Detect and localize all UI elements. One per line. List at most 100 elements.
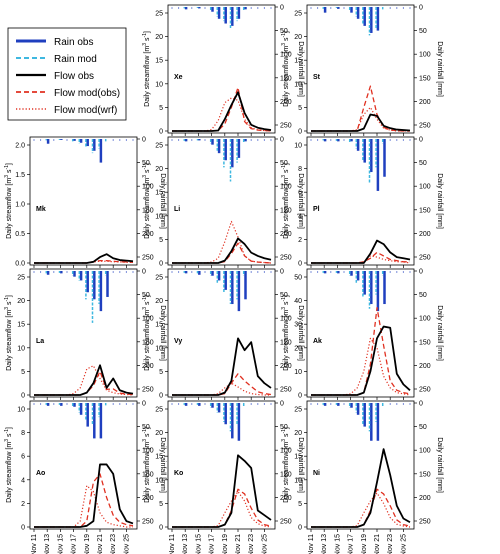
series-flow-obs (311, 325, 411, 396)
rain-zero-marker (310, 139, 312, 141)
flow-axis-label-part: s (6, 301, 13, 307)
flow-tick-label: 20 (294, 345, 302, 352)
flow-tick-label: 20 (294, 430, 302, 437)
flow-tick-label: 15 (17, 322, 25, 329)
station-label: Ak (313, 338, 322, 345)
rain-tick-label: 200 (142, 363, 154, 370)
x-tick-label: Nov 21 (97, 534, 104, 554)
flow-axis-label-part: Daily streamflow [m (283, 178, 290, 239)
flow-axis-label-part: s (283, 37, 290, 43)
x-tick-label: Nov 25 (261, 534, 268, 554)
rain-tick-label: 250 (280, 519, 292, 526)
flow-tick-label: 10 (294, 81, 302, 88)
flow-tick-label: 15 (294, 454, 302, 461)
flow-tick-label: 50 (294, 275, 302, 282)
rain-zero-marker (33, 139, 35, 141)
series-flow-mod-obs (34, 370, 134, 396)
rain-zero-marker (112, 271, 114, 273)
rain-zero-marker (119, 139, 121, 141)
rain-tick-label: 150 (280, 75, 292, 82)
rain-zero-marker (40, 139, 42, 141)
rain-tick-label: 50 (419, 160, 427, 167)
series-flow-obs (311, 113, 411, 132)
x-tick-label: Nov 19 (361, 534, 368, 554)
rain-zero-marker (191, 403, 193, 405)
flow-tick-label: 0.5 (15, 231, 25, 238)
rain-tick-label: 150 (142, 207, 154, 214)
flow-tick-label: 0 (159, 129, 163, 136)
rain-zero-marker (191, 271, 193, 273)
rain-zero-marker (310, 403, 312, 405)
flow-tick-label: 5 (159, 369, 163, 376)
flow-axis-label-part: s (6, 433, 13, 439)
station-label: St (313, 74, 321, 81)
rain-zero-marker (389, 271, 391, 273)
rain-zero-marker (250, 403, 252, 405)
flow-axis-label-part: -1 (142, 297, 148, 302)
rain-zero-marker (343, 7, 345, 9)
rain-zero-marker (270, 271, 272, 273)
rain-zero-marker (402, 139, 404, 141)
rain-axis-label: Daily rainfall [mm] (436, 41, 443, 97)
rain-zero-marker (53, 271, 55, 273)
rain-zero-marker (317, 7, 319, 9)
flow-tick-label: 20 (155, 34, 163, 41)
rain-zero-marker (178, 139, 180, 141)
rain-tick-label: 50 (419, 424, 427, 431)
rain-tick-label: 200 (419, 231, 431, 238)
rain-tick-label: 50 (142, 424, 150, 431)
flow-tick-label: 0 (159, 393, 163, 400)
flow-axis-label-part: ] (6, 163, 13, 165)
rain-zero-marker (33, 403, 35, 405)
rain-tick-label: 50 (280, 424, 288, 431)
flow-tick-label: 4 (21, 477, 25, 484)
rain-tick-label: 0 (419, 5, 423, 12)
station-label: Ko (174, 470, 183, 477)
flow-axis-label-part: s (6, 169, 13, 175)
flow-tick-label: 10 (155, 477, 163, 484)
rain-axis-label: Daily rainfall [mm] (159, 437, 166, 493)
flow-axis-label: Daily streamflow [m3 s-1] (142, 31, 151, 107)
flow-axis-label-part: 3 (142, 307, 148, 310)
flow-axis-label-part: 3 (4, 439, 10, 442)
flow-axis-label-part: -1 (4, 297, 10, 302)
rain-tick-label: 250 (419, 519, 431, 526)
rain-tick-label: 50 (142, 292, 150, 299)
rain-axis-label: Daily rainfall [mm] (297, 305, 304, 361)
rain-zero-marker (263, 403, 265, 405)
flow-axis-label-part: -1 (281, 297, 287, 302)
rain-zero-marker (257, 271, 259, 273)
series-flow-mod-obs (172, 373, 272, 396)
flow-axis-label: Daily streamflow [m3 s-1] (4, 427, 13, 503)
x-tick-label: Nov 23 (387, 534, 394, 554)
flow-axis-label-part: ] (6, 295, 13, 297)
x-tick-label: Nov 19 (84, 534, 91, 554)
flow-axis-label: Daily streamflow [m3 s-1] (4, 295, 13, 371)
flow-axis-label-part: Daily streamflow [m (283, 46, 290, 107)
rain-tick-label: 0 (280, 269, 284, 276)
plot-frame (306, 400, 415, 530)
flow-axis-label-part: ] (283, 427, 290, 429)
flow-tick-label: 2 (21, 501, 25, 508)
flow-axis-label-part: Daily streamflow [m (144, 310, 151, 371)
rain-tick-label: 200 (280, 231, 292, 238)
rain-axis-label: Daily rainfall [mm] (159, 173, 166, 229)
flow-tick-label: 30 (294, 322, 302, 329)
rain-zero-marker (409, 7, 411, 9)
rain-zero-marker (191, 7, 193, 9)
x-tick-label: Nov 25 (123, 534, 130, 554)
flow-axis-label: Daily streamflow [m3 s-1] (142, 295, 151, 371)
flow-tick-label: 5 (159, 501, 163, 508)
flow-tick-label: 5 (21, 369, 25, 376)
x-tick-label: Nov 11 (31, 534, 38, 554)
rain-zero-marker (53, 403, 55, 405)
x-tick-label: Nov 21 (235, 534, 242, 554)
series-flow-mod-obs (311, 307, 411, 396)
flow-tick-label: 0 (298, 261, 302, 268)
rain-tick-label: 150 (419, 75, 431, 82)
rain-zero-marker (171, 139, 173, 141)
rain-zero-marker (53, 139, 55, 141)
